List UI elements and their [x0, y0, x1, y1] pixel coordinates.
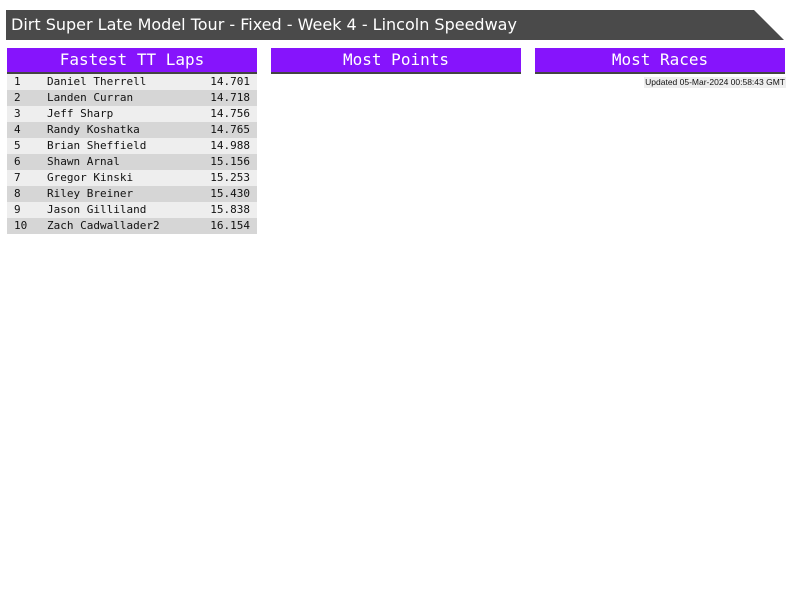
driver-name: Riley Breiner — [47, 187, 134, 200]
lap-time: 14.756 — [210, 107, 250, 120]
lap-time: 14.718 — [210, 91, 250, 104]
table-row: 2 Landen Curran 14.718 — [7, 90, 257, 106]
fastest-tt-laps-panel: Fastest TT Laps 1 Daniel Therrell 14.701 2 L… — [7, 48, 257, 234]
table-row: 8 Riley Breiner 15.430 — [7, 186, 257, 202]
driver-name: Daniel Therrell — [47, 75, 147, 88]
position: 10 — [14, 219, 28, 232]
driver-name: Zach Cadwallader2 — [47, 219, 160, 232]
lap-time: 14.988 — [210, 139, 250, 152]
table-row: 6 Shawn Arnal 15.156 — [7, 154, 257, 170]
most-races-panel: Most Races — [535, 48, 785, 74]
updated-timestamp: Updated 05-Mar-2024 00:58:43 GMT — [644, 77, 786, 88]
position: 1 — [14, 75, 21, 88]
driver-name: Jason Gilliland — [47, 203, 147, 216]
table-row: 10 Zach Cadwallader2 16.154 — [7, 218, 257, 234]
position: 6 — [14, 155, 21, 168]
panel-title: Fastest TT Laps — [7, 48, 257, 74]
panel-title: Most Races — [535, 48, 785, 74]
position: 8 — [14, 187, 21, 200]
lap-time: 15.253 — [210, 171, 250, 184]
lap-time: 15.430 — [210, 187, 250, 200]
position: 7 — [14, 171, 21, 184]
panel-title: Most Points — [271, 48, 521, 74]
lap-time: 16.154 — [210, 219, 250, 232]
table-row: 3 Jeff Sharp 14.756 — [7, 106, 257, 122]
position: 3 — [14, 107, 21, 120]
table-row: 1 Daniel Therrell 14.701 — [7, 74, 257, 90]
table-row: 9 Jason Gilliland 15.838 — [7, 202, 257, 218]
driver-name: Brian Sheffield — [47, 139, 147, 152]
driver-name: Gregor Kinski — [47, 171, 134, 184]
lap-time: 14.701 — [210, 75, 250, 88]
driver-name: Randy Koshatka — [47, 123, 140, 136]
driver-name: Shawn Arnal — [47, 155, 120, 168]
driver-name: Landen Curran — [47, 91, 134, 104]
lap-time: 15.156 — [210, 155, 250, 168]
page-title: Dirt Super Late Model Tour - Fixed - Wee… — [6, 10, 784, 40]
most-points-panel: Most Points — [271, 48, 521, 74]
lap-time: 15.838 — [210, 203, 250, 216]
position: 2 — [14, 91, 21, 104]
position: 4 — [14, 123, 21, 136]
position: 9 — [14, 203, 21, 216]
table-row: 4 Randy Koshatka 14.765 — [7, 122, 257, 138]
lap-time: 14.765 — [210, 123, 250, 136]
table-row: 5 Brian Sheffield 14.988 — [7, 138, 257, 154]
table-row: 7 Gregor Kinski 15.253 — [7, 170, 257, 186]
position: 5 — [14, 139, 21, 152]
driver-name: Jeff Sharp — [47, 107, 114, 120]
